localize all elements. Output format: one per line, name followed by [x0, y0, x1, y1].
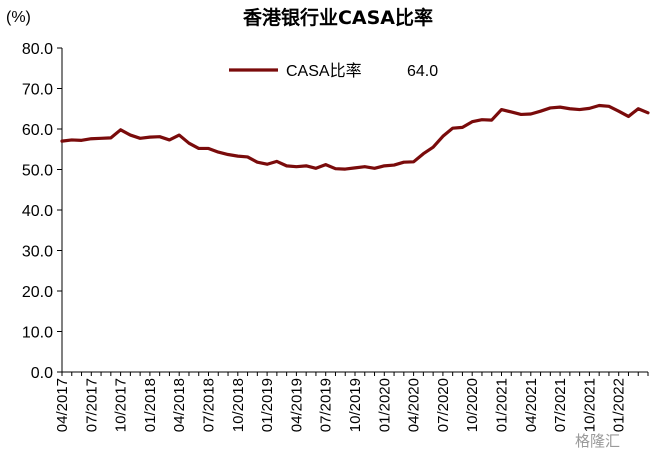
legend: CASA比率 64.0 [229, 62, 438, 80]
y-tick-label: 10.0 [22, 325, 53, 342]
x-tick-label: 04/2019 [288, 378, 305, 432]
x-tick-label: 10/2020 [464, 378, 481, 432]
y-tick-label: 60.0 [22, 122, 53, 139]
x-tick-label: 01/2019 [259, 378, 276, 432]
x-axis-ticks: 04/2017 07/2017 10/2017 01/2018 04/2018 07/20… [54, 372, 649, 432]
x-tick-label: 07/2019 [318, 378, 335, 432]
y-tick-label: 70.0 [22, 82, 53, 99]
y-axis-ticks: 0.0 10.0 20.0 30.0 40.0 50.0 60.0 70.0 80.0 [22, 41, 62, 382]
x-tick-label: 10/2018 [230, 378, 247, 432]
x-tick-label: 07/2018 [201, 378, 218, 432]
series-group [60, 103, 650, 171]
x-tick-label: 01/2021 [494, 378, 511, 432]
y-tick-label: 40.0 [22, 203, 53, 220]
x-tick-label: 10/2019 [347, 378, 364, 432]
y-unit-label: (%) [6, 9, 31, 26]
series-line-casa [60, 103, 650, 171]
x-tick-label: 07/2021 [552, 378, 569, 432]
y-tick-label: 30.0 [22, 244, 53, 261]
x-tick-label: 10/2017 [113, 378, 130, 432]
watermark-text: 格隆汇 [575, 432, 620, 450]
y-tick-label: 0.0 [31, 365, 53, 382]
x-tick-label: 07/2017 [83, 378, 100, 432]
y-tick-label: 50.0 [22, 163, 53, 180]
x-tick-label: 07/2020 [435, 378, 452, 432]
x-tick-label: 01/2020 [376, 378, 393, 432]
y-tick-label: 20.0 [22, 284, 53, 301]
x-tick-label: 04/2017 [54, 378, 71, 432]
x-tick-label: 10/2021 [581, 378, 598, 432]
x-tick-label: 01/2022 [611, 378, 628, 432]
x-tick-label: 01/2018 [142, 378, 159, 432]
x-tick-label: 04/2020 [406, 378, 423, 432]
chart-title: 香港银行业CASA比率 [242, 6, 433, 29]
x-tick-label: 04/2021 [523, 378, 540, 432]
legend-value: 64.0 [407, 63, 438, 80]
y-tick-label: 80.0 [22, 41, 53, 58]
x-tick-label: 04/2018 [171, 378, 188, 432]
legend-label: CASA比率 [286, 62, 362, 80]
